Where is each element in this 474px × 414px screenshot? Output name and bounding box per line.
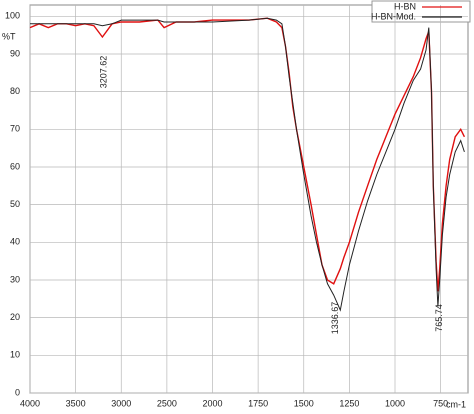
x-tick-label: 2500: [157, 398, 177, 408]
x-tick-label: 750: [433, 398, 448, 408]
x-axis-label: cm-1: [446, 399, 466, 409]
y-tick-label: 80: [10, 86, 20, 96]
y-axis-label: %T: [2, 31, 16, 41]
y-tick-label: 90: [10, 48, 20, 58]
plot-area: [29, 4, 469, 394]
x-tick-label: 1750: [248, 398, 268, 408]
legend-label: H-BN: [394, 1, 416, 11]
peak-label: 765.74: [434, 304, 444, 332]
peak-label: 1336.67: [330, 302, 340, 335]
x-tick-label: 3500: [66, 398, 86, 408]
x-tick-label: 1000: [385, 398, 405, 408]
x-tick-label: 1500: [294, 398, 314, 408]
y-tick-label: 70: [10, 124, 20, 134]
peak-label: 3207.62: [99, 56, 109, 89]
x-tick-label: 1250: [339, 398, 359, 408]
y-tick-label: 30: [10, 274, 20, 284]
x-tick-label: 4000: [20, 398, 40, 408]
y-tick-label: 0: [15, 387, 20, 397]
y-tick-label: 10: [10, 350, 20, 360]
y-tick-label: 100: [5, 11, 20, 21]
series-line: [30, 17, 465, 312]
x-tick-label: 2000: [202, 398, 222, 408]
x-tick-label: 3000: [111, 398, 131, 408]
legend-label: H-BN-Mod.: [371, 11, 416, 21]
y-tick-label: 50: [10, 199, 20, 209]
y-tick-label: 20: [10, 312, 20, 322]
y-tick-label: 40: [10, 237, 20, 247]
y-tick-label: 60: [10, 161, 20, 171]
